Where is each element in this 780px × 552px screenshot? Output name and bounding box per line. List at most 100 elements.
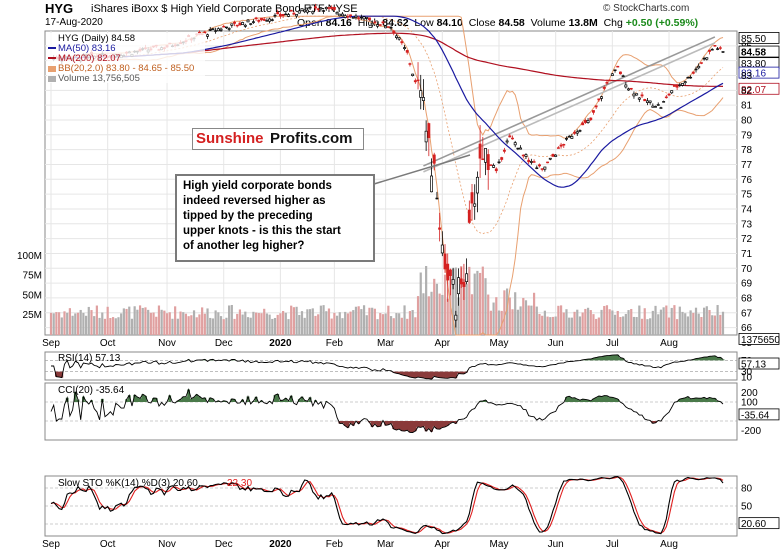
volume-label: Volume <box>530 17 566 29</box>
y-tick-label: 72 <box>741 234 753 245</box>
volume-bar <box>60 317 63 335</box>
volume-bar <box>55 312 58 335</box>
candle-body <box>554 154 558 157</box>
candle-body <box>475 176 479 194</box>
volume-bar <box>230 304 233 335</box>
candle-body <box>273 14 277 17</box>
volume-bar <box>292 307 295 335</box>
candle-body <box>686 76 690 79</box>
y-tick-label: 82 <box>741 86 753 97</box>
candle-body <box>624 84 628 88</box>
volume-bar <box>665 305 668 335</box>
candle-body <box>535 167 539 169</box>
volume-bar <box>589 310 592 335</box>
candle-body <box>689 76 693 79</box>
volume-bar <box>290 305 293 335</box>
volume-bar <box>90 310 93 335</box>
candle-body <box>643 99 647 102</box>
x-tick-label: Mar <box>377 338 395 349</box>
volume-bar <box>549 317 552 335</box>
annotation-line: High yield corporate bonds <box>183 180 332 192</box>
volume-bar <box>532 292 536 335</box>
y-tick-label: 69 <box>741 279 753 290</box>
volume-bar <box>527 305 530 335</box>
candle-body <box>710 48 714 51</box>
volume-bar <box>303 317 306 335</box>
candle-body <box>224 26 228 29</box>
x-tick-label: Jul <box>606 539 619 550</box>
legend-bb: BB(20,2.0) 83.80 - 84.65 - 85.50 <box>58 63 194 74</box>
candle-body <box>243 24 247 27</box>
osc-tick-badge <box>738 408 780 421</box>
x-tick-label: Sep <box>42 539 60 550</box>
volume-bar <box>271 318 274 335</box>
x-tick-label: May <box>490 338 509 349</box>
volume-bar <box>465 283 468 335</box>
volume-bar <box>149 312 152 335</box>
security-name: iShares iBoxx $ High Yield Corporate Bon… <box>91 3 358 15</box>
volume-bar <box>168 312 171 335</box>
volume-bar <box>147 309 150 335</box>
candle-body <box>678 84 682 86</box>
x-tick-label: Feb <box>326 338 344 349</box>
volume-bar <box>335 315 339 335</box>
close-value: 84.58 <box>498 17 525 29</box>
volume-bar <box>152 312 155 335</box>
volume-bar <box>538 313 541 335</box>
volume-bar <box>514 292 517 335</box>
candle-body <box>559 144 563 147</box>
volume-bar <box>128 306 131 335</box>
candle-body <box>548 157 552 160</box>
candle-body <box>233 21 236 24</box>
volume-bar <box>419 272 422 335</box>
volume-bar <box>68 308 71 335</box>
volume-bar <box>141 307 144 335</box>
candle-body <box>618 71 622 75</box>
volume-bar <box>505 288 509 335</box>
y-tick-label: 83.16 <box>741 69 766 80</box>
volume-bar <box>384 313 387 335</box>
candle-body <box>459 278 463 285</box>
volume-bar <box>184 313 188 335</box>
volume-bar <box>608 309 611 335</box>
candle-body <box>694 68 698 71</box>
candle-body <box>440 244 444 254</box>
volume-bar <box>689 310 692 335</box>
volume-bar <box>101 312 104 335</box>
candle-body <box>699 62 703 64</box>
volume-bar <box>389 316 393 335</box>
volume-bar <box>595 318 598 335</box>
volume-bar <box>600 309 603 335</box>
volume-bar <box>311 308 314 335</box>
volume-bar <box>330 318 333 335</box>
volume-bar <box>317 314 320 335</box>
volume-bar <box>657 314 660 335</box>
y-tick-label: 83 <box>741 71 753 82</box>
volume-bar <box>713 315 717 335</box>
volume-bar <box>568 317 571 335</box>
candle-body <box>462 282 466 287</box>
candle-body <box>443 253 447 270</box>
volume-bar <box>708 310 711 335</box>
annotation-pointer <box>373 154 471 185</box>
candle-body <box>446 263 450 281</box>
brand-part2: Profits.com <box>267 129 363 149</box>
low-label: Low <box>414 17 434 29</box>
candle-body <box>681 83 684 86</box>
volume-bar <box>373 308 376 335</box>
volume-bar <box>260 313 263 335</box>
y-tick-badge <box>738 82 780 95</box>
x-tick-label: Mar <box>377 539 395 550</box>
candle-body <box>343 15 347 18</box>
y-tick-label: 82.07 <box>741 85 766 96</box>
volume-bar <box>638 305 641 335</box>
volume-bar <box>392 318 395 335</box>
y-tick-badge <box>738 45 780 58</box>
volume-bar <box>74 313 77 335</box>
volume-bar <box>63 311 66 335</box>
annotation-line: upper knots - is this the start <box>183 225 341 237</box>
candle-body <box>551 153 555 157</box>
candle-body <box>502 149 506 152</box>
osc-tick-label: 100 <box>741 398 758 409</box>
